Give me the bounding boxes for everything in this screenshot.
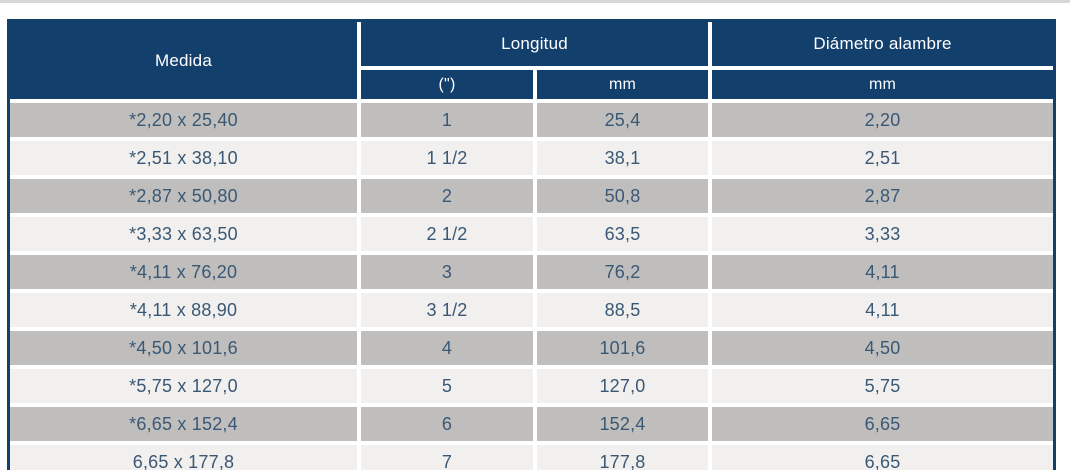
- cell-longitud-mm: 177,8: [537, 445, 708, 470]
- cell-longitud-mm: 63,5: [537, 217, 708, 251]
- cell-longitud-in: 1: [361, 103, 533, 137]
- cell-longitud-mm: 101,6: [537, 331, 708, 365]
- cell-longitud-in: 2 1/2: [361, 217, 533, 251]
- cell-diametro-mm: 5,75: [712, 369, 1053, 403]
- cell-diametro-mm: 3,33: [712, 217, 1053, 251]
- cell-longitud-mm: 152,4: [537, 407, 708, 441]
- cell-medida: *4,11 x 76,20: [10, 255, 357, 289]
- header-diametro-alambre: Diámetro alambre: [712, 22, 1053, 66]
- cell-diametro-mm: 6,65: [712, 407, 1053, 441]
- cell-medida: *4,50 x 101,6: [10, 331, 357, 365]
- cell-diametro-mm: 2,20: [712, 103, 1053, 137]
- cell-medida: *2,20 x 25,40: [10, 103, 357, 137]
- cell-longitud-in: 7: [361, 445, 533, 470]
- cell-longitud-in: 6: [361, 407, 533, 441]
- spec-table: Medida Longitud Diámetro alambre (") mm …: [7, 19, 1056, 470]
- cell-medida: *6,65 x 152,4: [10, 407, 357, 441]
- cell-longitud-in: 2: [361, 179, 533, 213]
- header-diametro-mm: mm: [712, 70, 1053, 99]
- cell-longitud-mm: 38,1: [537, 141, 708, 175]
- cell-longitud-mm: 50,8: [537, 179, 708, 213]
- cell-diametro-mm: 6,65: [712, 445, 1053, 470]
- cell-diametro-mm: 4,11: [712, 255, 1053, 289]
- page-top-edge: [0, 0, 1070, 3]
- cell-medida: *3,33 x 63,50: [10, 217, 357, 251]
- header-longitud-mm: mm: [537, 70, 708, 99]
- cell-diametro-mm: 2,51: [712, 141, 1053, 175]
- cell-longitud-mm: 76,2: [537, 255, 708, 289]
- cell-diametro-mm: 2,87: [712, 179, 1053, 213]
- cell-medida: 6,65 x 177,8: [10, 445, 357, 470]
- cell-longitud-in: 3: [361, 255, 533, 289]
- cell-medida: *4,11 x 88,90: [10, 293, 357, 327]
- header-medida: Medida: [10, 22, 357, 99]
- cell-longitud-in: 1 1/2: [361, 141, 533, 175]
- header-longitud: Longitud: [361, 22, 708, 66]
- cell-medida: *2,51 x 38,10: [10, 141, 357, 175]
- cell-medida: *5,75 x 127,0: [10, 369, 357, 403]
- cell-longitud-mm: 88,5: [537, 293, 708, 327]
- cell-longitud-in: 4: [361, 331, 533, 365]
- header-longitud-inches: ("): [361, 70, 533, 99]
- cell-longitud-mm: 25,4: [537, 103, 708, 137]
- cell-diametro-mm: 4,50: [712, 331, 1053, 365]
- cell-longitud-mm: 127,0: [537, 369, 708, 403]
- cell-medida: *2,87 x 50,80: [10, 179, 357, 213]
- cell-longitud-in: 5: [361, 369, 533, 403]
- cell-longitud-in: 3 1/2: [361, 293, 533, 327]
- cell-diametro-mm: 4,11: [712, 293, 1053, 327]
